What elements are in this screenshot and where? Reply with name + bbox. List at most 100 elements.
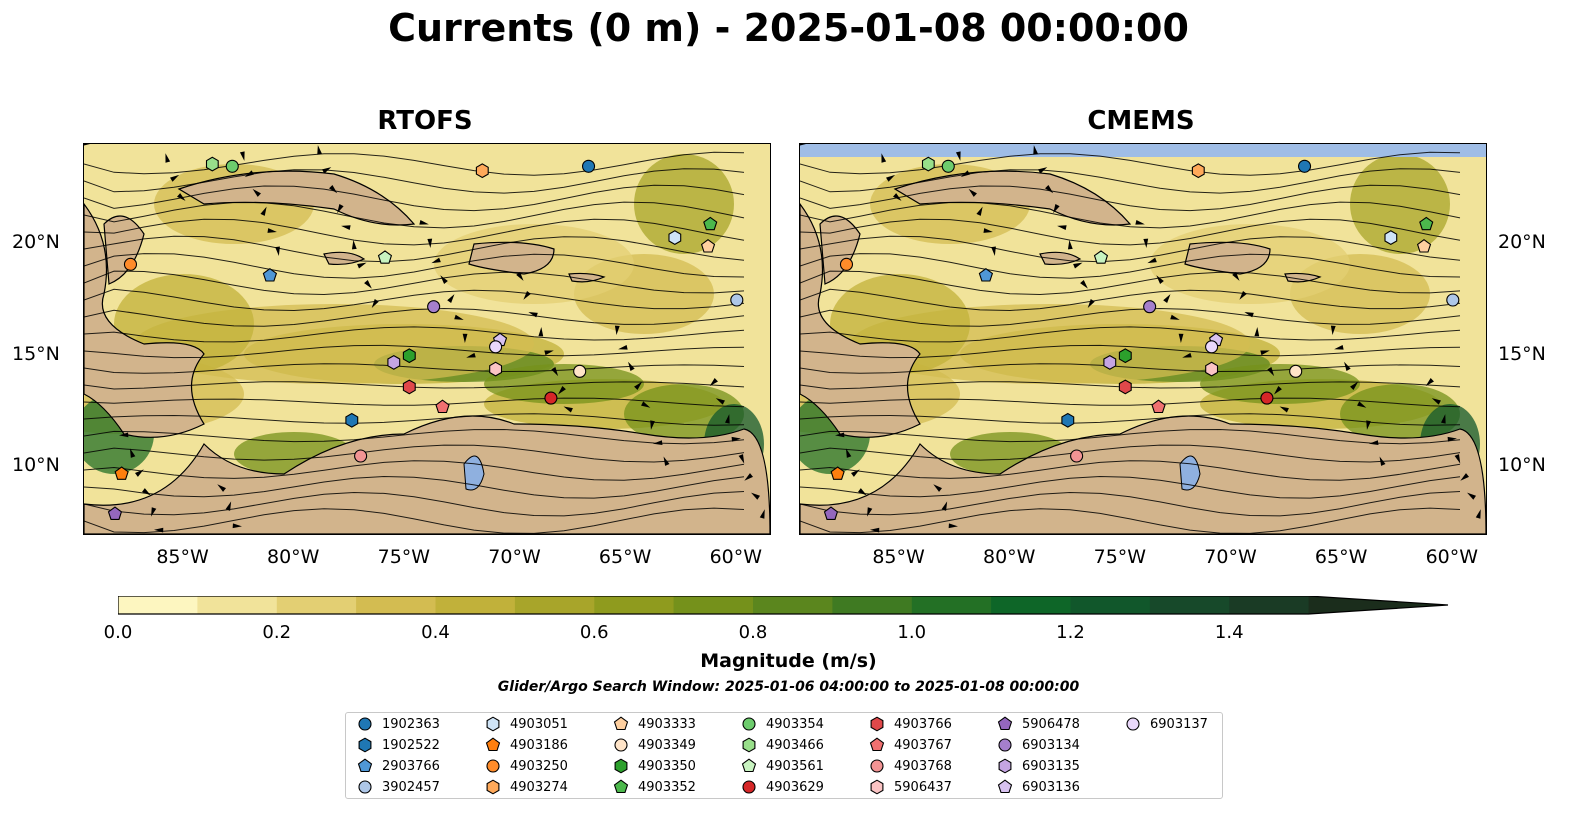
- legend-marker-shape: [741, 758, 757, 773]
- legend-item-6903136: 6903136: [996, 777, 1080, 797]
- landmass: [1184, 241, 1271, 275]
- float-marker-4903051: [668, 230, 682, 246]
- flow-arrow: [759, 509, 765, 519]
- flow-arrow: [1239, 291, 1247, 300]
- streamline: [84, 151, 745, 176]
- legend-label: 4903466: [766, 737, 824, 753]
- y-tick-label-right: 10°N: [1498, 454, 1546, 477]
- colorbar-segment: [197, 596, 278, 614]
- flow-arrow: [731, 436, 741, 442]
- flow-arrow: [893, 193, 902, 201]
- flow-arrow: [1379, 456, 1386, 466]
- legend-marker-shape: [742, 780, 756, 794]
- y-tick-label-left: 15°N: [12, 342, 60, 365]
- flow-arrow: [165, 153, 171, 163]
- legend-marker-icon: [358, 780, 372, 794]
- legend-marker-icon: [357, 758, 373, 773]
- float-marker-4903250: [123, 257, 138, 271]
- flow-arrow: [991, 246, 996, 256]
- flow-arrow: [440, 275, 448, 284]
- float-marker-4903466: [205, 156, 219, 172]
- flow-arrow: [119, 432, 129, 438]
- legend-label: 4903629: [766, 779, 824, 795]
- legend-marker-icon: [870, 779, 884, 795]
- legend-marker-shape: [997, 716, 1013, 731]
- legend-marker-icon: [870, 716, 884, 732]
- float-marker-4903186: [830, 466, 845, 480]
- figure-title: Currents (0 m) - 2025-01-08 00:00:00: [388, 6, 1189, 50]
- legend-label: 4903349: [638, 737, 696, 753]
- flow-arrow: [886, 174, 896, 182]
- flow-arrow: [317, 145, 322, 155]
- float-marker-2903766: [978, 268, 994, 282]
- flow-arrow: [1475, 509, 1481, 519]
- colorbar-tick-label: 0.2: [262, 622, 292, 643]
- x-tick-label: 60°W: [1425, 546, 1479, 568]
- float-marker-4903274: [1191, 163, 1205, 179]
- float-marker-4903561: [1093, 250, 1109, 264]
- flow-arrow: [1156, 275, 1164, 284]
- colorbar-segment: [753, 596, 833, 614]
- legend-item-5906478: 5906478: [996, 714, 1080, 734]
- legend-marker-icon: [358, 737, 372, 753]
- y-tick-label-left: 20°N: [12, 231, 60, 254]
- streamline: [84, 326, 745, 343]
- landmass: [568, 272, 606, 283]
- float-marker-4903349: [1289, 364, 1303, 378]
- flow-arrow: [1369, 440, 1379, 445]
- colorbar-tick-label: 0.6: [579, 622, 609, 643]
- flow-arrow: [1440, 414, 1446, 424]
- flow-arrow: [1135, 219, 1145, 225]
- legend-item-6903137: 6903137: [1124, 714, 1208, 734]
- legend-marker-icon: [358, 717, 372, 731]
- float-marker-4903352: [703, 216, 718, 231]
- flow-arrow: [267, 228, 277, 233]
- flow-arrow: [516, 272, 524, 281]
- flow-arrow: [1425, 378, 1434, 387]
- flow-arrow: [618, 344, 628, 350]
- legend-marker-shape: [486, 716, 500, 732]
- y-tick-label-right: 20°N: [1498, 231, 1546, 254]
- float-marker-4903051: [1384, 230, 1398, 246]
- x-tick-label: 70°W: [1204, 546, 1257, 568]
- flow-arrow: [170, 174, 180, 182]
- landmass: [1039, 251, 1082, 266]
- flow-arrow: [744, 473, 753, 481]
- flow-arrow: [129, 448, 136, 458]
- x-tick-label: 60°W: [709, 546, 763, 568]
- colorbar-segment: [594, 596, 675, 614]
- legend-marker-shape: [870, 716, 884, 732]
- float-marker-4903766: [402, 379, 416, 395]
- streamline: [800, 344, 1461, 359]
- flow-arrow: [1254, 327, 1260, 337]
- colorbar-label: Magnitude (m/s): [700, 650, 877, 672]
- flow-arrow: [447, 294, 455, 303]
- legend-label: 3902457: [382, 779, 440, 795]
- colorbar-tick-label: 0.8: [738, 622, 768, 643]
- legend-label: 4903352: [638, 779, 696, 795]
- float-marker-3902457: [1446, 293, 1460, 307]
- colorbar-tick-label: 0.4: [421, 622, 450, 643]
- float-marker-4903354: [941, 159, 955, 173]
- legend-marker-shape: [613, 716, 629, 731]
- streamline: [800, 397, 1461, 408]
- flow-arrow: [960, 170, 970, 177]
- legend-item-6903134: 6903134: [996, 735, 1080, 755]
- streamline: [800, 151, 1461, 176]
- legend-marker-shape: [358, 717, 372, 731]
- float-marker-5906437: [489, 361, 503, 377]
- streamline: [800, 460, 1461, 481]
- flow-arrow: [948, 523, 958, 529]
- legend-marker-shape: [997, 779, 1013, 794]
- legend-marker-icon: [613, 716, 629, 731]
- legend-item-4903466: 4903466: [740, 735, 824, 755]
- flow-arrow: [1334, 344, 1344, 350]
- flow-arrow: [232, 523, 242, 529]
- flow-arrow: [1178, 333, 1184, 343]
- legend-item-4903186: 4903186: [484, 735, 568, 755]
- legend-marker-icon: [997, 716, 1013, 731]
- float-marker-3902457: [730, 293, 744, 307]
- flow-arrow: [225, 501, 232, 511]
- colorbar-segment: [514, 596, 595, 614]
- legend-marker-icon: [869, 737, 885, 752]
